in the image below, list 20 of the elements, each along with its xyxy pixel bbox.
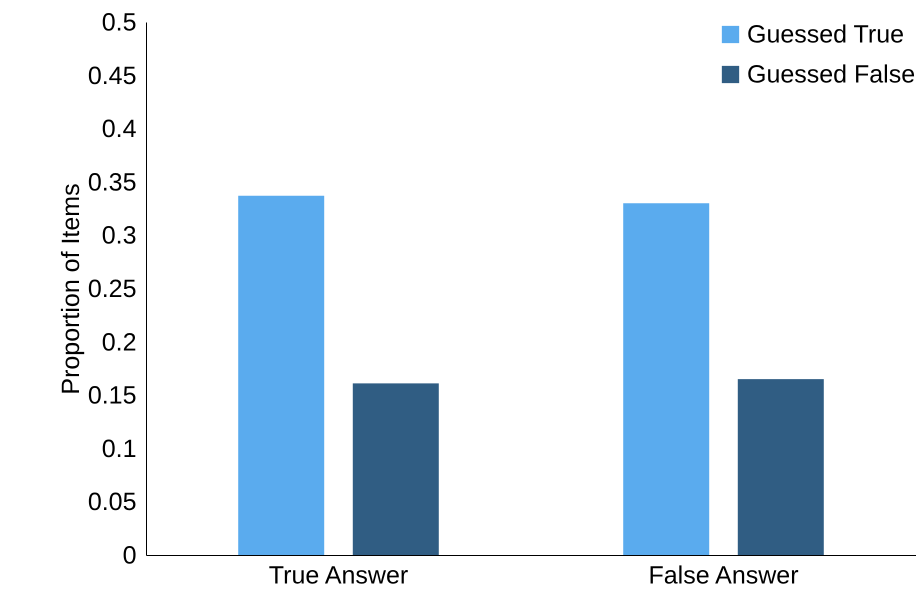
x-tick-label: False Answer bbox=[648, 562, 799, 590]
legend-label: Guessed True bbox=[747, 20, 904, 48]
y-tick-label: 0.1 bbox=[102, 434, 136, 463]
bar bbox=[623, 203, 710, 555]
y-tick-label: 0.5 bbox=[102, 8, 136, 36]
y-tick-label: 0.15 bbox=[88, 382, 136, 410]
legend-label: Guessed False bbox=[747, 60, 916, 88]
y-tick-label: 0.2 bbox=[102, 328, 136, 356]
bar bbox=[238, 196, 324, 555]
y-tick-label: 0.05 bbox=[88, 488, 136, 516]
bar bbox=[352, 383, 439, 555]
bar bbox=[738, 379, 824, 555]
y-tick-label: 0.25 bbox=[88, 275, 136, 303]
y-tick-label: 0.3 bbox=[102, 222, 136, 250]
y-axis-title: Proportion of Items bbox=[56, 183, 85, 395]
y-tick-label: 0.4 bbox=[102, 115, 137, 144]
x-tick-label: True Answer bbox=[268, 562, 408, 590]
y-tick-label: 0.45 bbox=[88, 62, 136, 90]
y-tick-label: 0 bbox=[122, 542, 136, 570]
y-tick-label: 0.35 bbox=[88, 168, 136, 196]
